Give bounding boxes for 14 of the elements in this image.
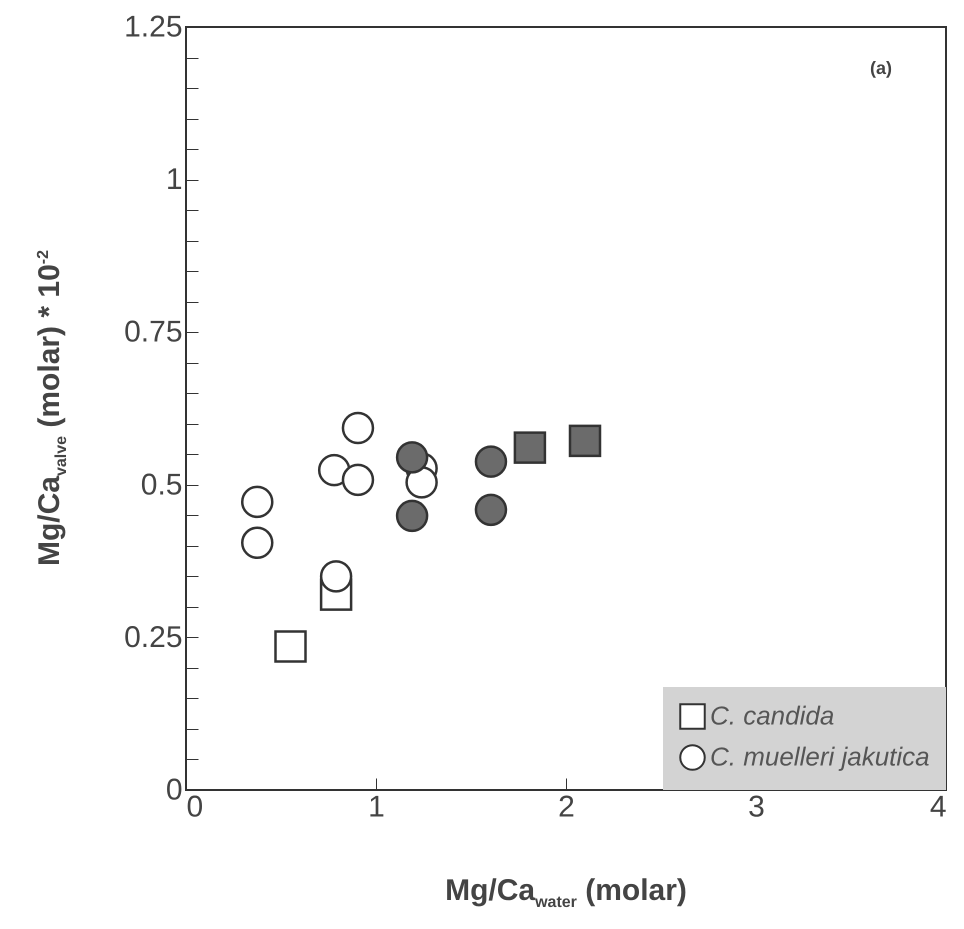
y-tick-label: 0.5 [140,468,182,502]
legend-label: C. candida [710,700,834,730]
y-tick-label: 1 [166,163,182,196]
x-axis-title: Mg/Ca$_{water}$ (molar) [445,874,687,912]
x-tick-label: 4 [930,790,946,824]
y-tick-label: 0.25 [124,620,182,654]
x-tick-label: 1 [368,790,385,824]
legend-label: C. muelleri jakutica [710,742,930,772]
x-tick-label: 0 [186,790,204,824]
x-tick-label: 3 [748,790,765,824]
y-tick-label: 1.25 [124,10,182,44]
y-tick-label: 0.75 [124,316,182,349]
x-tick-label: 2 [558,790,575,824]
annotation: (a) [870,58,892,79]
